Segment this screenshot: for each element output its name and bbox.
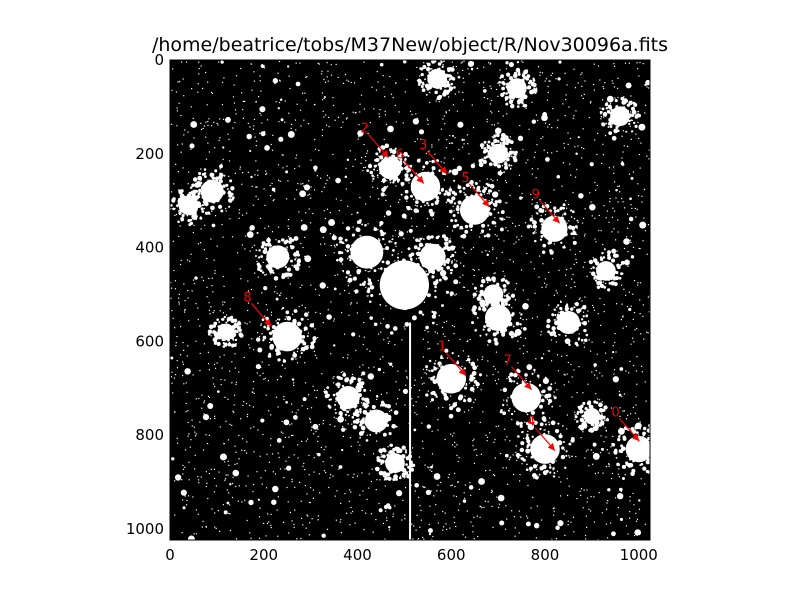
plot-title: /home/beatrice/tobs/M37New/object/R/Nov3… [151,34,669,56]
star-source [254,237,302,281]
star-source [611,423,650,477]
marker-label: 4 [527,415,535,430]
x-tick-label: 800 [531,546,560,564]
source-marker: 3 [419,138,448,175]
source-marker: 0 [611,405,640,442]
x-tick-label: 600 [437,546,466,564]
marker-label: 2 [361,122,369,137]
y-tick-label: 800 [135,426,164,444]
axes-frame [169,59,651,541]
marker-arrow [468,183,490,208]
source-marker: 5 [461,171,490,208]
star-source [588,250,625,292]
source-marker: 8 [243,290,272,327]
marker-label: 8 [243,290,251,305]
marker-arrow [618,417,640,442]
star-source [478,132,518,176]
star-source [170,186,208,227]
marker-arrow [426,150,448,175]
star-source [407,234,459,284]
marker-label: 1 [438,340,446,355]
source-marker: 1 [438,340,467,377]
star-source [515,418,575,478]
source-marker: 6 [396,147,425,184]
star-source [417,60,456,101]
marker-label: 9 [532,187,540,202]
y-tick-label: 400 [135,239,164,257]
fits-image [170,60,650,540]
x-tick-label: 1000 [620,546,658,564]
marker-label: 5 [461,171,469,186]
x-tick-label: 400 [343,546,372,564]
star-source [498,67,538,109]
marker-arrow [403,160,425,184]
marker-label: 6 [396,147,404,162]
marker-arrow [534,427,556,452]
y-tick-label: 0 [154,51,164,69]
bleed-column [409,322,412,540]
marker-arrow [368,134,389,159]
source-marker: 7 [504,354,532,391]
star-source [599,96,642,136]
star-source [255,306,317,367]
star-source [472,276,516,314]
marker-label: 0 [611,405,619,420]
star-source [526,203,579,255]
source-marker: 9 [532,187,561,224]
star-source [574,400,610,433]
marker-arrow [511,366,532,391]
x-tick-label: 200 [249,546,278,564]
source-marker: 4 [527,415,556,452]
marker-arrow [250,303,272,327]
source-marker: 2 [361,122,389,159]
x-tick-label: 0 [165,546,175,564]
star-source [207,315,244,348]
marker-label: 7 [504,354,512,369]
star-source [323,373,370,419]
star-source [366,143,414,192]
marker-arrow [445,352,467,377]
star-source [374,443,416,482]
source-markers: 1 2 3 4 5 6 7 8 9 0 [243,122,640,452]
marker-arrow [539,199,561,224]
star-source [425,348,483,411]
y-tick-label: 600 [135,332,164,350]
star-source [352,400,399,442]
star-source [546,301,590,346]
marker-label: 3 [419,138,427,153]
y-tick-label: 200 [135,145,164,163]
y-tick-label: 1000 [126,520,164,538]
star-source [335,219,397,286]
